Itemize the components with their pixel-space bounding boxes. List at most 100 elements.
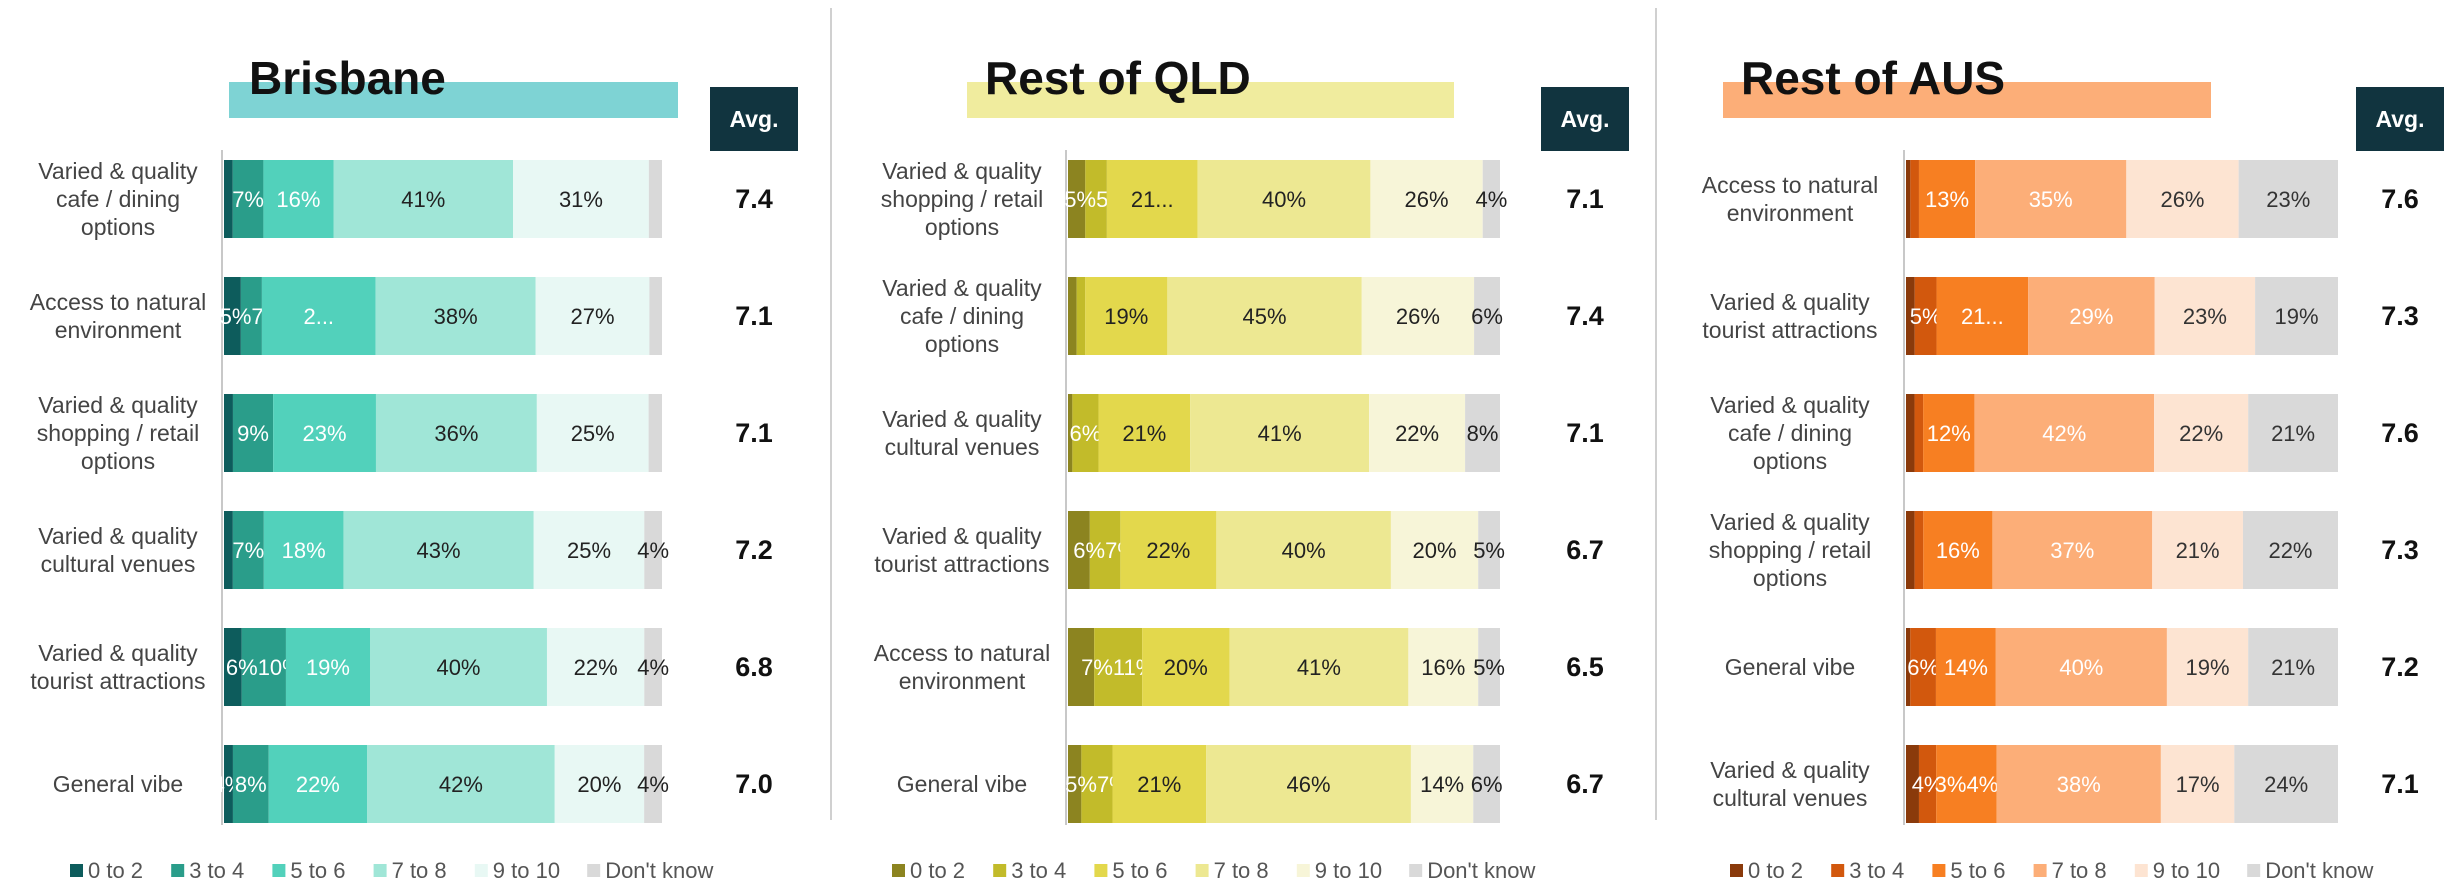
bar-segment [533, 511, 645, 589]
legend-swatch [1094, 864, 1108, 877]
legend-swatch [272, 864, 286, 877]
data-label: 21% [1137, 772, 1181, 797]
data-label: 23% [303, 421, 347, 446]
legend: 0 to 2 3 to 4 5 to 6 7 to 8 9 to 10 Don't kno… [70, 858, 713, 883]
bar-segment [224, 745, 233, 823]
data-label: 6% [1070, 421, 1102, 446]
bar-segment [333, 160, 514, 238]
legend-swatch [1730, 864, 1743, 877]
data-label: 4% [1475, 187, 1507, 212]
title-band [1723, 82, 2211, 118]
category-label-line: General vibe [897, 771, 1027, 797]
legend-label: 0 to 2 [1748, 858, 1803, 883]
avg-value: 7.6 [2381, 184, 2419, 214]
bar-segment [1229, 628, 1409, 706]
data-label: 14% [1420, 772, 1464, 797]
avg-value: 7.4 [1566, 301, 1604, 331]
category-label-line: Varied & quality [882, 523, 1042, 549]
avg-value: 7.1 [1566, 418, 1604, 448]
legend-label: 7 to 8 [2052, 858, 2107, 883]
bar-segment [649, 277, 662, 355]
category-label-line: options [81, 448, 155, 474]
bar-segment [644, 628, 662, 706]
avg-header: Avg. [2376, 106, 2425, 132]
legend-label: 7 to 8 [392, 858, 447, 883]
legend-swatch [1296, 864, 1310, 877]
category-label-line: cafe / dining [900, 303, 1024, 329]
bar-segment [1974, 394, 2155, 472]
bar-segment [1190, 394, 1370, 472]
bar-segment [1068, 511, 1090, 589]
legend-label: 9 to 10 [2153, 858, 2220, 883]
category-label-line: cafe / dining [1728, 420, 1852, 446]
data-label: 21... [1131, 187, 1174, 212]
bar-segment [1918, 745, 1937, 823]
bar-segment [1906, 745, 1919, 823]
bar-segment [1142, 628, 1230, 706]
title-band [229, 82, 678, 118]
bar-segment [1068, 160, 1086, 238]
data-label: 40% [2059, 655, 2103, 680]
bar-segment [513, 160, 649, 238]
bar-segment [1408, 628, 1479, 706]
bar-segment [1935, 628, 1996, 706]
category-label-line: tourist attractions [874, 551, 1049, 577]
avg-header-box [710, 87, 798, 151]
bar-segment [1106, 160, 1198, 238]
bar-segment [1089, 511, 1121, 589]
avg-value: 7.1 [1566, 184, 1604, 214]
data-label: 4% [637, 538, 669, 563]
category-label-line: shopping / retail [37, 420, 199, 446]
data-label: 22% [574, 655, 618, 680]
bar-segment [224, 628, 242, 706]
category-label-line: options [1753, 448, 1827, 474]
bar-segment [2166, 628, 2249, 706]
category-label-line: Access to natural [874, 640, 1050, 666]
avg-value: 6.7 [1566, 769, 1604, 799]
bar-segment [2248, 394, 2338, 472]
bar-segment [1081, 745, 1113, 823]
legend-swatch [1409, 864, 1423, 877]
bar-segment [263, 160, 334, 238]
avg-header-box [2356, 87, 2444, 151]
data-label: 40% [1282, 538, 1326, 563]
data-label: 38% [2057, 772, 2101, 797]
bar-segment [224, 511, 233, 589]
panel-title: Brisbane [249, 52, 446, 104]
data-label: 2... [303, 304, 334, 329]
category-label: Varied & quality cultural venues [1710, 757, 1870, 811]
legend-swatch [2247, 864, 2261, 877]
category-label-line: cultural venues [1713, 785, 1868, 811]
bar-segment [1390, 511, 1479, 589]
legend-swatch [171, 864, 185, 877]
bar-segment [375, 394, 537, 472]
data-label: 27% [570, 304, 614, 329]
bar-segment [1216, 511, 1391, 589]
data-label: 46% [1286, 772, 1330, 797]
legend-label: 5 to 6 [1112, 858, 1167, 883]
data-label: 5% [1473, 655, 1505, 680]
bar-segment [2255, 277, 2338, 355]
legend: 0 to 2 3 to 4 5 to 6 7 to 8 9 to 10 Don't kno… [1730, 858, 2373, 883]
avg-header: Avg. [1561, 106, 1610, 132]
bar-segment [1465, 394, 1500, 472]
title-band [967, 82, 1454, 118]
bar-segment [1068, 277, 1077, 355]
category-label-line: cafe / dining [56, 186, 180, 212]
category-label-line: options [1753, 565, 1827, 591]
data-label: 22% [2179, 421, 2223, 446]
data-label: 21% [2271, 421, 2315, 446]
data-label: 3%4% [1935, 772, 1999, 797]
legend-label: Don't know [2265, 858, 2373, 883]
category-label: Varied & quality tourist attractions [1702, 289, 1877, 343]
bar-segment [224, 277, 241, 355]
category-label-line: cultural venues [41, 551, 196, 577]
category-label-line: environment [1727, 200, 1854, 226]
bar-segment [1361, 277, 1475, 355]
bar-segment [1992, 511, 2153, 589]
bar-segment [261, 277, 376, 355]
data-label: 7% [232, 538, 264, 563]
category-label-line: environment [899, 668, 1026, 694]
bar-segment [1906, 160, 1911, 238]
bar-segment [2028, 277, 2155, 355]
